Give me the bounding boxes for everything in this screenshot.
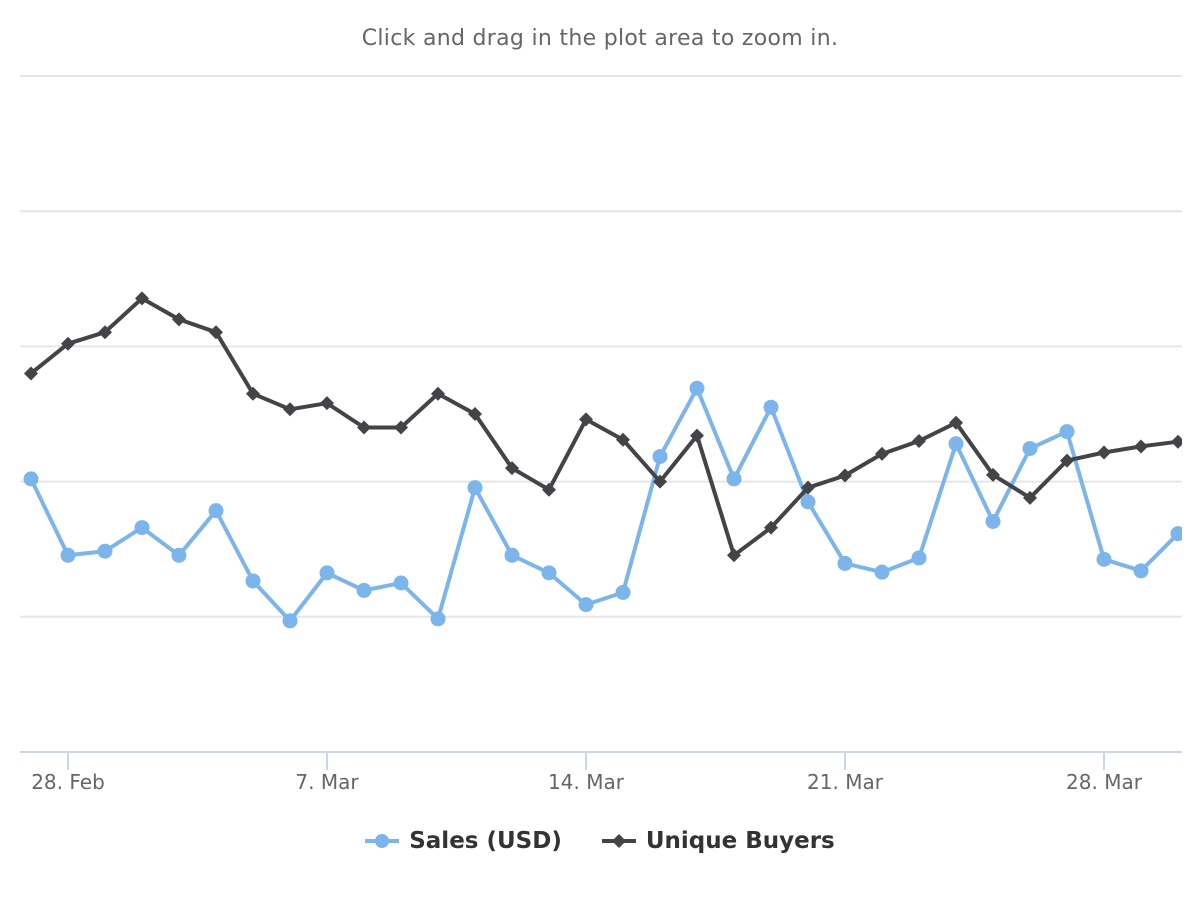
series-line	[29, 296, 1179, 558]
data-point[interactable]	[911, 550, 927, 566]
data-point[interactable]	[283, 402, 297, 417]
series-sales[interactable]	[23, 380, 1186, 629]
data-point[interactable]	[949, 415, 963, 430]
x-tick-label: 14. Mar	[548, 770, 625, 794]
data-point[interactable]	[430, 611, 446, 627]
data-point[interactable]	[1023, 490, 1037, 505]
data-point[interactable]	[208, 503, 224, 519]
data-point[interactable]	[467, 480, 483, 496]
x-tick-label: 21. Mar	[807, 770, 884, 794]
data-point[interactable]	[282, 613, 298, 629]
data-point[interactable]	[1097, 445, 1111, 460]
chart-subtitle: Click and drag in the plot area to zoom …	[361, 26, 839, 51]
data-point[interactable]	[801, 480, 815, 495]
x-tick-label: 28. Mar	[1066, 770, 1143, 794]
data-point[interactable]	[134, 520, 150, 536]
data-point[interactable]	[1171, 434, 1185, 449]
data-point[interactable]	[61, 336, 75, 351]
legend-label-buyers: Unique Buyers	[645, 828, 835, 854]
legend-label-sales: Sales (USD)	[409, 828, 562, 854]
series-line	[29, 386, 1180, 623]
data-point[interactable]	[98, 325, 112, 340]
data-point[interactable]	[97, 543, 113, 559]
data-point[interactable]	[1133, 563, 1149, 579]
data-point[interactable]	[653, 474, 667, 489]
data-point[interactable]	[616, 432, 630, 447]
data-point[interactable]	[726, 471, 742, 487]
data-point[interactable]	[1096, 551, 1112, 567]
x-axis: 28. Feb 7. Mar 14. Mar 21. Mar 28. Mar	[20, 751, 1182, 794]
data-point[interactable]	[578, 597, 594, 613]
data-point[interactable]	[24, 366, 38, 381]
data-point[interactable]	[690, 428, 704, 443]
x-tick-label: 7. Mar	[295, 770, 359, 794]
legend-symbol-circle-icon	[365, 834, 400, 848]
data-point[interactable]	[948, 436, 964, 452]
data-point[interactable]	[320, 396, 334, 411]
data-point[interactable]	[579, 412, 593, 427]
data-point[interactable]	[319, 565, 335, 581]
data-point[interactable]	[171, 547, 187, 563]
legend-item-sales[interactable]: Sales (USD)	[365, 828, 562, 854]
data-point[interactable]	[505, 461, 519, 476]
legend: Sales (USD) Unique Buyers	[0, 828, 1200, 854]
data-point[interactable]	[431, 386, 445, 401]
data-point[interactable]	[985, 513, 1001, 529]
data-point[interactable]	[838, 468, 852, 483]
data-point[interactable]	[764, 520, 778, 535]
data-point[interactable]	[986, 467, 1000, 482]
series-layer[interactable]	[23, 291, 1186, 629]
data-point[interactable]	[468, 407, 482, 421]
data-point[interactable]	[912, 434, 926, 449]
data-point[interactable]	[541, 565, 557, 581]
data-point[interactable]	[135, 291, 149, 306]
data-point[interactable]	[875, 446, 889, 461]
data-point[interactable]	[837, 555, 853, 571]
x-tick-label: 28. Feb	[31, 770, 105, 794]
data-point[interactable]	[504, 547, 520, 563]
data-point[interactable]	[23, 471, 39, 487]
data-point[interactable]	[1060, 453, 1074, 468]
data-point[interactable]	[727, 548, 741, 563]
data-point[interactable]	[689, 380, 705, 396]
data-point[interactable]	[1022, 440, 1038, 456]
data-point[interactable]	[800, 494, 816, 510]
data-point[interactable]	[357, 420, 371, 435]
data-point[interactable]	[60, 547, 76, 563]
legend-item-buyers[interactable]: Unique Buyers	[601, 828, 835, 854]
data-point[interactable]	[542, 482, 556, 497]
data-point[interactable]	[393, 575, 409, 591]
grid-lines	[20, 75, 1182, 618]
data-point[interactable]	[1059, 424, 1075, 440]
data-point[interactable]	[356, 582, 372, 598]
data-point[interactable]	[394, 420, 408, 435]
data-point[interactable]	[246, 386, 260, 401]
data-point[interactable]	[1134, 439, 1148, 454]
series-unique-buyers[interactable]	[24, 291, 1185, 563]
data-point[interactable]	[652, 449, 668, 465]
data-point[interactable]	[209, 325, 223, 340]
data-point[interactable]	[763, 399, 779, 415]
data-point[interactable]	[172, 312, 186, 327]
data-point[interactable]	[1170, 526, 1186, 542]
legend-symbol-diamond-icon	[601, 834, 636, 848]
chart-svg[interactable]: 28. Feb 7. Mar 14. Mar 21. Mar 28. Mar	[0, 0, 1200, 810]
data-point[interactable]	[874, 564, 890, 580]
data-point[interactable]	[245, 573, 261, 589]
data-point[interactable]	[615, 584, 631, 600]
